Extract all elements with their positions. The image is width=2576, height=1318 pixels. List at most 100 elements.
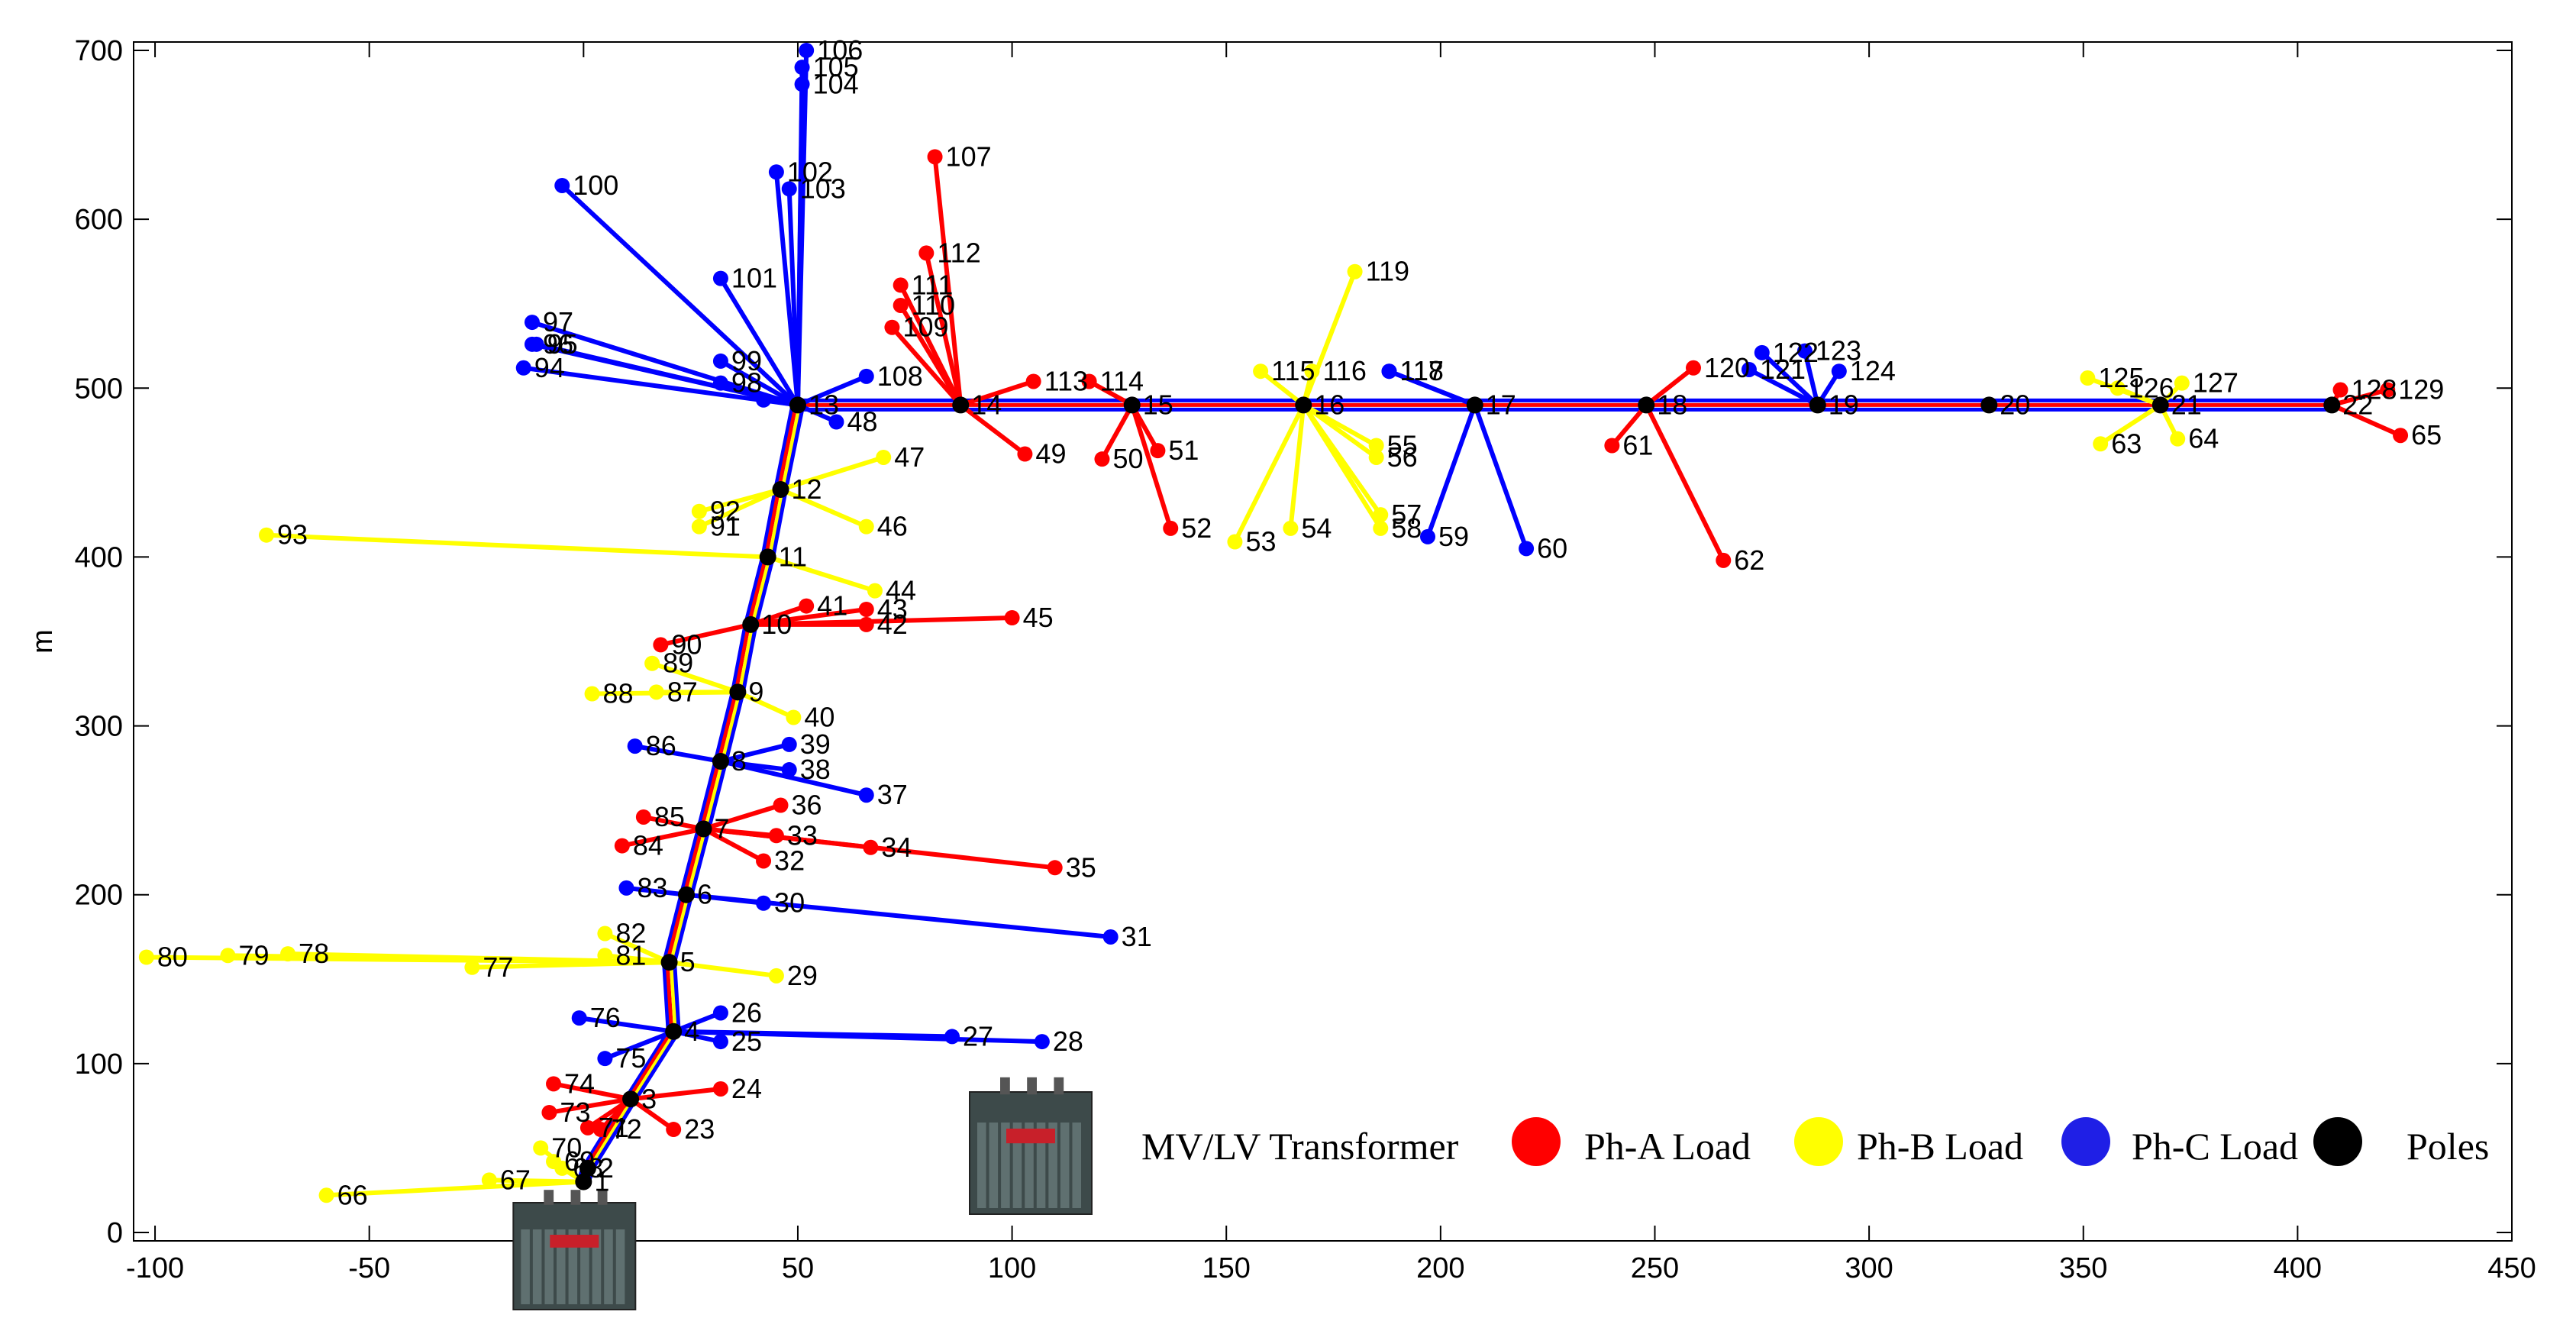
- legend: MV/LV Transformer Ph-A Load Ph-B Load Ph…: [969, 1077, 2489, 1215]
- load-label: 45: [1023, 602, 1054, 633]
- load-label: 125: [2098, 362, 2144, 393]
- pole-point: [789, 396, 806, 414]
- service-line: [326, 1179, 584, 1198]
- load-label: 44: [886, 575, 916, 606]
- service-line: [643, 815, 705, 832]
- service-line: [720, 741, 790, 764]
- load-label: 121: [1760, 354, 1806, 385]
- pole-label: 14: [971, 389, 1002, 420]
- load-point: [524, 336, 540, 352]
- load-point: [280, 946, 296, 962]
- load-point: [1831, 363, 1847, 380]
- x-tick-label: -100: [126, 1252, 184, 1284]
- pole-point: [952, 396, 970, 414]
- pole-label: 12: [792, 473, 822, 505]
- service-line: [1645, 366, 1695, 407]
- service-line: [1644, 404, 1725, 562]
- pole-label: 3: [641, 1083, 657, 1114]
- load-point: [858, 601, 874, 617]
- load-point: [1227, 534, 1243, 550]
- service-line: [523, 365, 799, 408]
- pole-label: 11: [779, 541, 807, 572]
- service-line: [890, 325, 963, 407]
- service-line: [960, 379, 1035, 408]
- load-label: 68: [573, 1152, 603, 1184]
- y-axis-label: m: [27, 629, 59, 654]
- service-line: [1425, 404, 1477, 538]
- load-point: [524, 315, 540, 331]
- load-label: 71: [599, 1112, 629, 1143]
- service-line: [1099, 403, 1135, 460]
- load-label: 85: [654, 801, 685, 832]
- load-label: 32: [774, 845, 805, 876]
- connection-lines: [146, 50, 2402, 1198]
- service-line: [621, 826, 705, 848]
- load-point: [584, 686, 600, 702]
- load-point: [2170, 431, 2186, 447]
- service-line: [780, 487, 867, 529]
- load-point: [781, 762, 797, 778]
- x-tick-label: 250: [1631, 1252, 1679, 1284]
- service-line: [1232, 404, 1306, 543]
- load-label: 73: [560, 1097, 590, 1128]
- load-point: [648, 684, 664, 700]
- load-point: [1253, 363, 1269, 380]
- pole-label: 22: [2342, 389, 2373, 420]
- service-line: [651, 661, 739, 695]
- load-label: 124: [1850, 355, 1896, 386]
- load-point: [644, 655, 660, 671]
- load-point: [1004, 610, 1020, 626]
- pole-point: [712, 753, 729, 770]
- pole-point: [772, 480, 789, 498]
- load-point: [756, 853, 772, 869]
- pole-point: [665, 1022, 683, 1040]
- service-line: [1129, 404, 1173, 529]
- load-label: 91: [710, 511, 741, 542]
- transformers: [512, 1190, 637, 1310]
- load-point: [1796, 343, 1813, 359]
- load-label: 109: [902, 312, 948, 343]
- load-point: [1381, 363, 1397, 380]
- load-point: [2080, 370, 2096, 386]
- pole-point: [1638, 396, 1655, 414]
- pole-label: 20: [2000, 389, 2030, 420]
- service-line: [702, 803, 782, 832]
- legend-ph-c-marker: [2061, 1117, 2110, 1166]
- service-line: [629, 1097, 675, 1132]
- load-point: [597, 1051, 613, 1067]
- load-label: 122: [1773, 337, 1819, 368]
- service-line: [1760, 350, 1819, 407]
- load-label: 69: [564, 1145, 595, 1177]
- load-label: 46: [877, 511, 908, 542]
- service-line: [1288, 405, 1306, 529]
- load-point: [781, 736, 797, 752]
- load-point: [1754, 344, 1770, 360]
- service-line: [1748, 367, 1819, 408]
- load-label: 79: [238, 939, 269, 971]
- load-point: [1741, 361, 1757, 377]
- pole-point: [1123, 396, 1141, 414]
- load-point: [220, 948, 236, 964]
- load-point: [464, 959, 480, 975]
- y-tick-label: 400: [75, 541, 123, 573]
- load-point: [533, 1140, 549, 1156]
- load-label: 53: [1245, 526, 1276, 557]
- load-point: [1017, 446, 1033, 462]
- load-label: 113: [1044, 365, 1088, 396]
- load-label: 36: [792, 789, 822, 820]
- load-point: [1368, 449, 1384, 465]
- load-point: [481, 1172, 497, 1188]
- service-line: [1301, 270, 1357, 406]
- load-label: 107: [946, 141, 992, 172]
- load-label: 40: [804, 702, 834, 733]
- load-point: [597, 926, 613, 942]
- pole-point: [759, 548, 776, 566]
- service-line: [720, 759, 867, 798]
- load-label: 110: [912, 289, 955, 321]
- load-point: [768, 164, 784, 180]
- load-point: [515, 360, 531, 376]
- load-label: 74: [564, 1068, 595, 1099]
- load-point: [571, 1010, 587, 1026]
- pole-label: 17: [1486, 389, 1516, 420]
- load-label: 112: [937, 237, 980, 268]
